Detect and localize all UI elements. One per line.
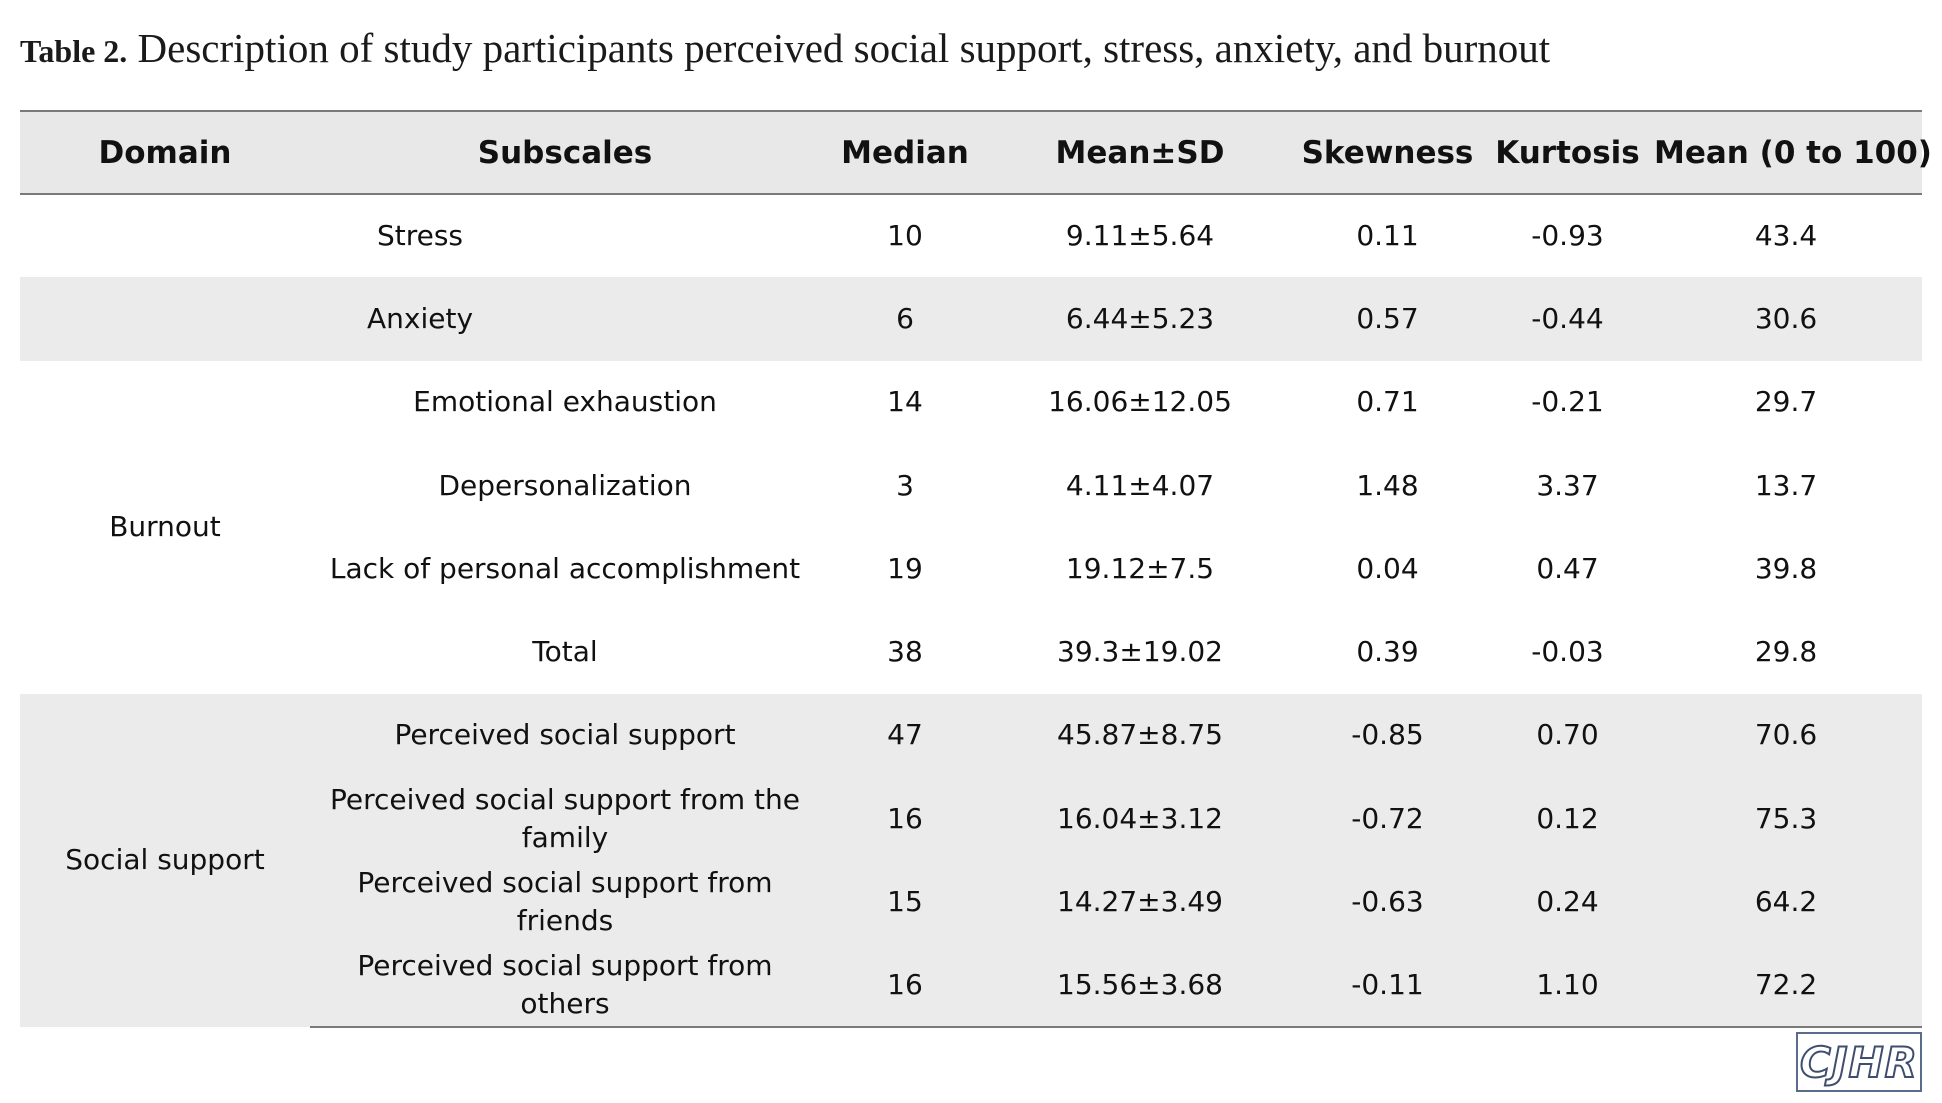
header-domain: Domain — [20, 110, 310, 195]
kurtosis-cell: 0.12 — [1485, 777, 1650, 861]
skewness-cell: 0.04 — [1356, 551, 1419, 585]
header-skewness: Skewness — [1290, 110, 1485, 195]
mean-sd-cell: 16.06±12.05 — [1048, 385, 1232, 419]
mean100-cell: 75.3 — [1650, 777, 1922, 861]
skewness-cell: 0.11 — [1356, 219, 1419, 253]
subscale-cell: Stress — [376, 219, 464, 253]
data-table: Domain Subscales Median Mean±SD Skewness… — [20, 110, 1932, 1028]
domain-cell-social-support: Social support — [20, 693, 310, 1027]
table-row: Total 38 39.3±19.02 0.39 -0.03 29.8 — [20, 610, 1922, 693]
kurtosis-cell: -0.93 — [1531, 219, 1604, 253]
mean100-cell: 72.2 — [1650, 943, 1922, 1028]
header-mean-sd: Mean±SD — [990, 110, 1290, 195]
median-cell: 6 — [820, 277, 990, 361]
table-row: Perceived social support from the family… — [20, 777, 1922, 861]
table-row: Depersonalization 3 4.11±4.07 1.48 3.37 … — [20, 444, 1922, 527]
kurtosis-cell: 3.37 — [1536, 468, 1599, 502]
table-row: Burnout Emotional exhaustion 14 16.06±12… — [20, 361, 1922, 543]
subscale-cell: Depersonalization — [438, 468, 692, 502]
mean-sd-cell: 4.11±4.07 — [1065, 468, 1215, 502]
table-caption: Table 2. Description of study participan… — [20, 24, 1550, 72]
median-cell: 47 — [820, 693, 990, 778]
header-mean-0-100: Mean (0 to 100) — [1650, 110, 1932, 195]
table-row: Lack of personal accomplishment 19 19.12… — [20, 527, 1922, 610]
skewness-cell: 0.39 — [1356, 635, 1419, 669]
domain-cell-burnout: Burnout — [109, 510, 221, 544]
mean-sd-cell: 14.27±3.49 — [990, 860, 1290, 944]
table-row: Perceived social support from friends 15… — [20, 860, 1922, 944]
skewness-cell: -0.63 — [1290, 860, 1485, 944]
median-cell: 19 — [887, 551, 923, 585]
subscale-cell: Total — [532, 635, 598, 669]
table-row: Anxiety 6 6.44±5.23 0.57 -0.44 30.6 — [20, 277, 1922, 361]
kurtosis-cell: 0.70 — [1485, 693, 1650, 778]
median-cell: 3 — [896, 468, 914, 502]
subscale-cell: Perceived social support from others — [310, 943, 820, 1028]
skewness-cell: 0.57 — [1290, 277, 1485, 361]
mean-sd-cell: 15.56±3.68 — [990, 943, 1290, 1028]
caption-text: Description of study participants percei… — [127, 25, 1551, 71]
subscale-cell: Perceived social support from friends — [310, 860, 820, 944]
mean-sd-cell: 19.12±7.5 — [1065, 551, 1215, 585]
mean100-cell: 29.8 — [1754, 635, 1818, 669]
subscale-cell: Perceived social support — [310, 693, 820, 778]
kurtosis-cell: -0.44 — [1485, 277, 1650, 361]
mean100-cell: 43.4 — [1754, 219, 1818, 253]
kurtosis-cell: 0.24 — [1485, 860, 1650, 944]
header-subscales: Subscales — [310, 110, 820, 195]
table-row: Social support Perceived social support … — [20, 693, 1922, 1027]
median-cell: 16 — [820, 943, 990, 1028]
skewness-cell: -0.85 — [1290, 693, 1485, 778]
mean-sd-cell: 6.44±5.23 — [990, 277, 1290, 361]
mean100-cell: 29.7 — [1754, 385, 1818, 419]
subscale-cell: Emotional exhaustion — [413, 385, 717, 419]
mean100-cell: 30.6 — [1650, 277, 1922, 361]
skewness-cell: 1.48 — [1356, 468, 1419, 502]
skewness-cell: -0.11 — [1290, 943, 1485, 1028]
mean100-cell: 64.2 — [1650, 860, 1922, 944]
median-cell: 10 — [887, 219, 923, 253]
table-row: Stress 10 9.11±5.64 0.11 -0.93 43.4 — [20, 194, 1922, 277]
kurtosis-cell: -0.21 — [1531, 385, 1604, 419]
skewness-cell: -0.72 — [1290, 777, 1485, 861]
kurtosis-cell: 1.10 — [1485, 943, 1650, 1028]
kurtosis-cell: 0.47 — [1536, 551, 1599, 585]
skewness-cell: 0.71 — [1356, 385, 1419, 419]
median-cell: 38 — [887, 635, 923, 669]
median-cell: 14 — [887, 385, 923, 419]
mean100-cell: 13.7 — [1754, 468, 1818, 502]
subscale-cell: Anxiety — [20, 277, 820, 361]
subscale-cell: Perceived social support from the family — [310, 777, 820, 861]
mean-sd-cell: 45.87±8.75 — [990, 693, 1290, 778]
header-kurtosis: Kurtosis — [1485, 110, 1650, 195]
median-cell: 16 — [820, 777, 990, 861]
kurtosis-cell: -0.03 — [1531, 635, 1604, 669]
cjhr-logo: CJHR — [1796, 1032, 1922, 1092]
caption-label: Table 2. — [20, 33, 128, 69]
median-cell: 15 — [820, 860, 990, 944]
mean-sd-cell: 9.11±5.64 — [1065, 219, 1215, 253]
mean-sd-cell: 39.3±19.02 — [1057, 635, 1223, 669]
mean100-cell: 39.8 — [1754, 551, 1818, 585]
subscale-cell: Lack of personal accomplishment — [329, 551, 801, 585]
mean100-cell: 70.6 — [1650, 693, 1922, 778]
header-median: Median — [820, 110, 990, 195]
header-row: Domain Subscales Median Mean±SD Skewness… — [20, 110, 1932, 195]
mean-sd-cell: 16.04±3.12 — [990, 777, 1290, 861]
table-row: Perceived social support from others 16 … — [20, 943, 1922, 1028]
